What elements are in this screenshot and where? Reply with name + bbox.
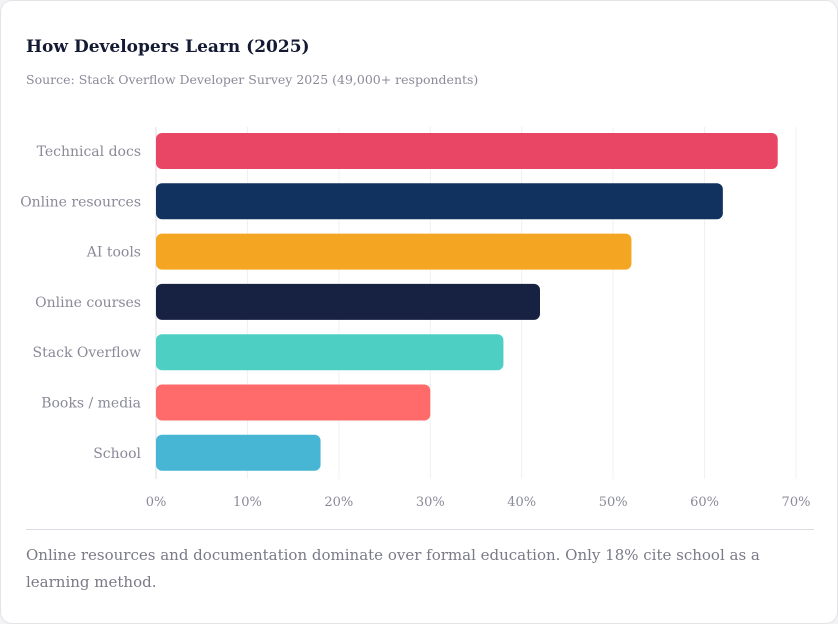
x-tick-label: 10% — [233, 495, 262, 510]
bar-online-resources — [156, 183, 723, 220]
y-category-label: Online courses — [35, 295, 141, 311]
y-category-label: Online resources — [20, 194, 141, 210]
bar-online-courses — [156, 283, 540, 320]
footnote: Online resources and documentation domin… — [26, 546, 760, 591]
x-tick-label: 30% — [416, 495, 445, 510]
bar-ai-tools — [156, 233, 632, 270]
bar-books-media — [156, 384, 431, 421]
bar-school — [156, 434, 321, 471]
y-category-label: Stack Overflow — [33, 345, 141, 361]
chart-subtitle: Source: Stack Overflow Developer Survey … — [26, 72, 479, 87]
bar-chart: 0% 10% 20% 30% 40% 50% 60% 70% Technical docs Onl… — [20, 127, 811, 510]
y-category-label: Technical docs — [37, 144, 141, 160]
divider — [26, 529, 814, 530]
y-category-label: AI tools — [86, 245, 141, 261]
chart-title: How Developers Learn (2025) — [26, 37, 310, 57]
y-category-label: Books / media — [41, 396, 141, 412]
y-category-label: School — [93, 446, 141, 462]
x-tick-label: 60% — [690, 495, 719, 510]
x-tick-label: 20% — [324, 495, 353, 510]
x-tick-label: 50% — [599, 495, 628, 510]
x-tick-label: 0% — [146, 495, 167, 510]
bar-technical-docs — [156, 133, 778, 169]
bar-stack-overflow — [156, 334, 504, 371]
x-tick-label: 40% — [507, 495, 536, 510]
x-tick-label: 70% — [782, 495, 811, 510]
